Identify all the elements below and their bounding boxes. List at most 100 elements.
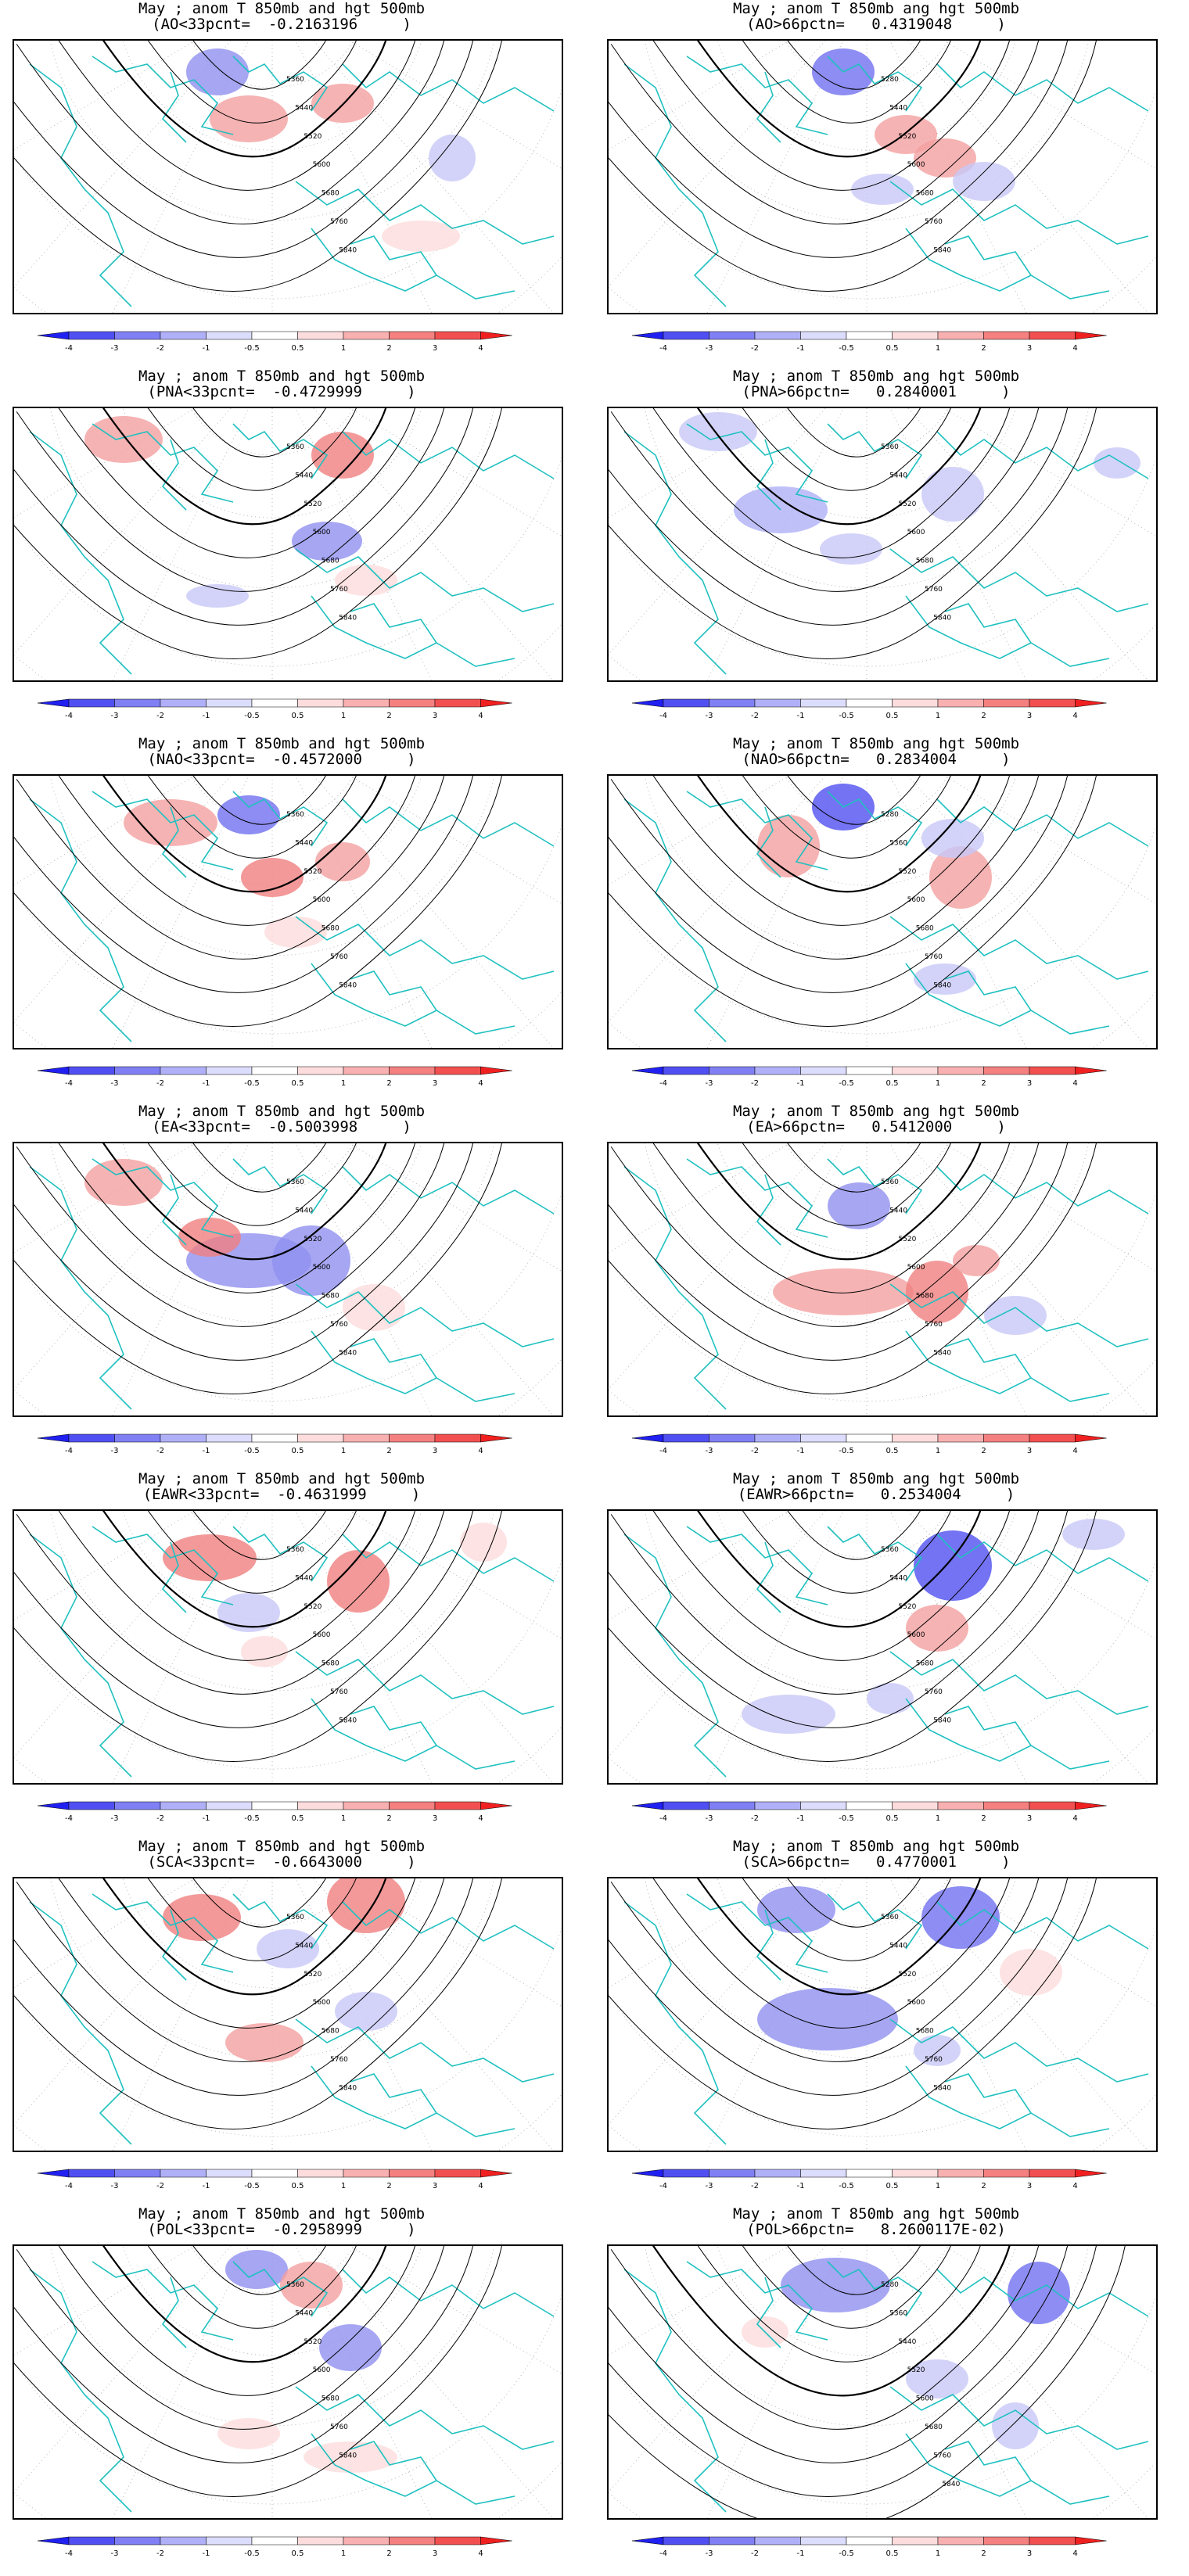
- colorbar-swatch: [846, 2169, 893, 2178]
- contour-label: 5520: [304, 1603, 321, 1611]
- colorbar-label: -4: [65, 1079, 73, 1088]
- colorbar-label: -3: [111, 1079, 119, 1088]
- polar-map: 5360 5440 5520 5600 5680 5760 5840: [13, 39, 563, 314]
- colorbar-label: 1: [341, 344, 346, 353]
- coastlines: [29, 56, 555, 307]
- colorbar-label: -3: [111, 712, 119, 720]
- colorbar-swatch: [343, 2536, 390, 2546]
- colorbar-swatch: [709, 331, 756, 340]
- colorbar-label: 0.5: [886, 712, 899, 720]
- colorbar-swatch: [846, 2536, 893, 2546]
- colorbar-label: -0.5: [244, 2182, 260, 2190]
- polar-map: 5360 5440 5520 5600 5680 5760 5840: [607, 1142, 1158, 1417]
- colorbar-label: 1: [341, 1079, 346, 1088]
- colorbar-label: 3: [433, 1447, 437, 1455]
- colorbar-swatch: [434, 1433, 481, 1443]
- colorbar-label: 2: [981, 2549, 986, 2558]
- panel-title: May ; anom T 850mb and hgt 500mb: [138, 0, 426, 17]
- colorbar-swatch: [1029, 1066, 1076, 1075]
- height-contours: 5280 5440 5520 5600 5680 5760 5840: [609, 41, 1097, 292]
- panel-title: May ; anom T 850mb ang hgt 500mb: [732, 368, 1020, 385]
- colorbar-label: -0.5: [244, 344, 260, 353]
- temperature-anomaly-shading: [757, 1886, 1062, 2066]
- contour-label: 5840: [933, 614, 951, 622]
- colorbar-swatch: [343, 331, 390, 340]
- contour-label: 5680: [321, 2395, 339, 2403]
- colorbar-swatch: [937, 2536, 984, 2546]
- map-panel: May ; anom T 850mb and hgt 500mb (SCA<33p…: [0, 1838, 563, 2205]
- contour-label: 5440: [889, 1942, 907, 1950]
- contour-label: 5440: [889, 104, 907, 112]
- colorbar-swatch: [800, 331, 847, 340]
- contour-label: 5440: [295, 1574, 313, 1582]
- colorbar-label: -0.5: [244, 2549, 260, 2558]
- colorbar-label: 3: [1027, 2549, 1032, 2558]
- colorbar-swatch: [206, 331, 253, 340]
- colorbar-swatch: [709, 1433, 756, 1443]
- colorbar-label: 2: [981, 1447, 986, 1455]
- colorbar-label: 3: [433, 2549, 437, 2558]
- colorbar-label: -1: [203, 2182, 210, 2190]
- colorbar-label: -2: [751, 1814, 759, 1823]
- panel-subtitle: (AO<33pcnt= -0.2163196 ): [152, 16, 411, 33]
- colorbar-swatch: [754, 1066, 801, 1075]
- colorbar-label: -0.5: [244, 1814, 260, 1823]
- contour-label: 5360: [889, 2309, 907, 2317]
- colorbar-label: -2: [156, 344, 164, 353]
- colorbar-label: -3: [111, 2549, 119, 2558]
- coastlines: [623, 1158, 1149, 1410]
- colorbar-swatch: [434, 698, 481, 708]
- colorbar-swatch: [1029, 331, 1076, 340]
- panel-title: May ; anom T 850mb and hgt 500mb: [138, 1470, 426, 1487]
- colorbar-label: -1: [203, 2549, 210, 2558]
- contour-label: 5520: [898, 1603, 916, 1611]
- contour-label: 5360: [286, 2281, 304, 2289]
- colorbar-swatch: [892, 331, 939, 340]
- colorbar-label: 0.5: [292, 2549, 304, 2558]
- coastlines: [29, 423, 555, 675]
- contour-label: 5840: [339, 246, 357, 254]
- contour-label: 5760: [330, 218, 348, 226]
- colorbar-label: 1: [341, 2182, 346, 2190]
- colorbar-right-arrow: [480, 698, 512, 708]
- panel-subtitle: (POL<33pcnt= -0.2958999 ): [147, 2221, 416, 2238]
- colorbar-swatch: [709, 2169, 756, 2178]
- contour-label: 5280: [881, 76, 899, 84]
- temperature-anomaly-shading: [217, 2250, 397, 2473]
- contour-label: 5600: [907, 1999, 925, 2007]
- contour-label: 5520: [304, 500, 321, 508]
- colorbar-swatch: [251, 2536, 298, 2546]
- colorbar-label: 3: [433, 712, 437, 720]
- colorbar-label: 1: [936, 2549, 940, 2558]
- polar-map: 5360 5440 5520 5600 5680 5760 5840: [13, 1509, 563, 1785]
- contour-label: 5440: [295, 472, 313, 479]
- colorbar-swatch: [389, 2536, 436, 2546]
- colorbar-label: 2: [981, 1079, 986, 1088]
- colorbar-label: 3: [1027, 1814, 1032, 1823]
- colorbar-label: -1: [797, 2182, 805, 2190]
- panel-subtitle: (SCA<33pcnt= -0.6643000 ): [147, 1853, 416, 1871]
- contour-label: 5840: [933, 2084, 951, 2092]
- contour-label: 5680: [321, 190, 339, 198]
- contour-label: 5840: [933, 1349, 951, 1357]
- map-panel: May ; anom T 850mb and hgt 500mb (POL<33p…: [0, 2205, 563, 2573]
- colorbar-label: -2: [751, 344, 759, 353]
- contour-label: 5440: [889, 472, 907, 479]
- colorbar-swatch: [114, 331, 161, 340]
- panel-subtitle: (EAWR<33pcnt= -0.4631999 ): [142, 1486, 421, 1503]
- colorbar-label: -2: [156, 1814, 164, 1823]
- colorbar-label: -4: [65, 2549, 73, 2558]
- colorbar-label: 3: [433, 2182, 437, 2190]
- colorbar-label: -2: [751, 2182, 759, 2190]
- polar-map: 5360 5440 5520 5600 5680 5760 5840: [607, 407, 1158, 682]
- colorbar-swatch: [663, 698, 709, 708]
- colorbar-label: 1: [341, 1814, 346, 1823]
- colorbar-label: 2: [386, 1447, 391, 1455]
- colorbar-swatch: [663, 1066, 709, 1075]
- colorbar-label: -0.5: [244, 1079, 260, 1088]
- colorbar-label: 1: [341, 1447, 346, 1455]
- map-panel: May ; anom T 850mb and hgt 500mb (PNA<33p…: [0, 368, 563, 735]
- contour-label: 5840: [339, 614, 357, 622]
- colorbar-swatch: [68, 331, 115, 340]
- contour-label: 5680: [321, 1660, 339, 1668]
